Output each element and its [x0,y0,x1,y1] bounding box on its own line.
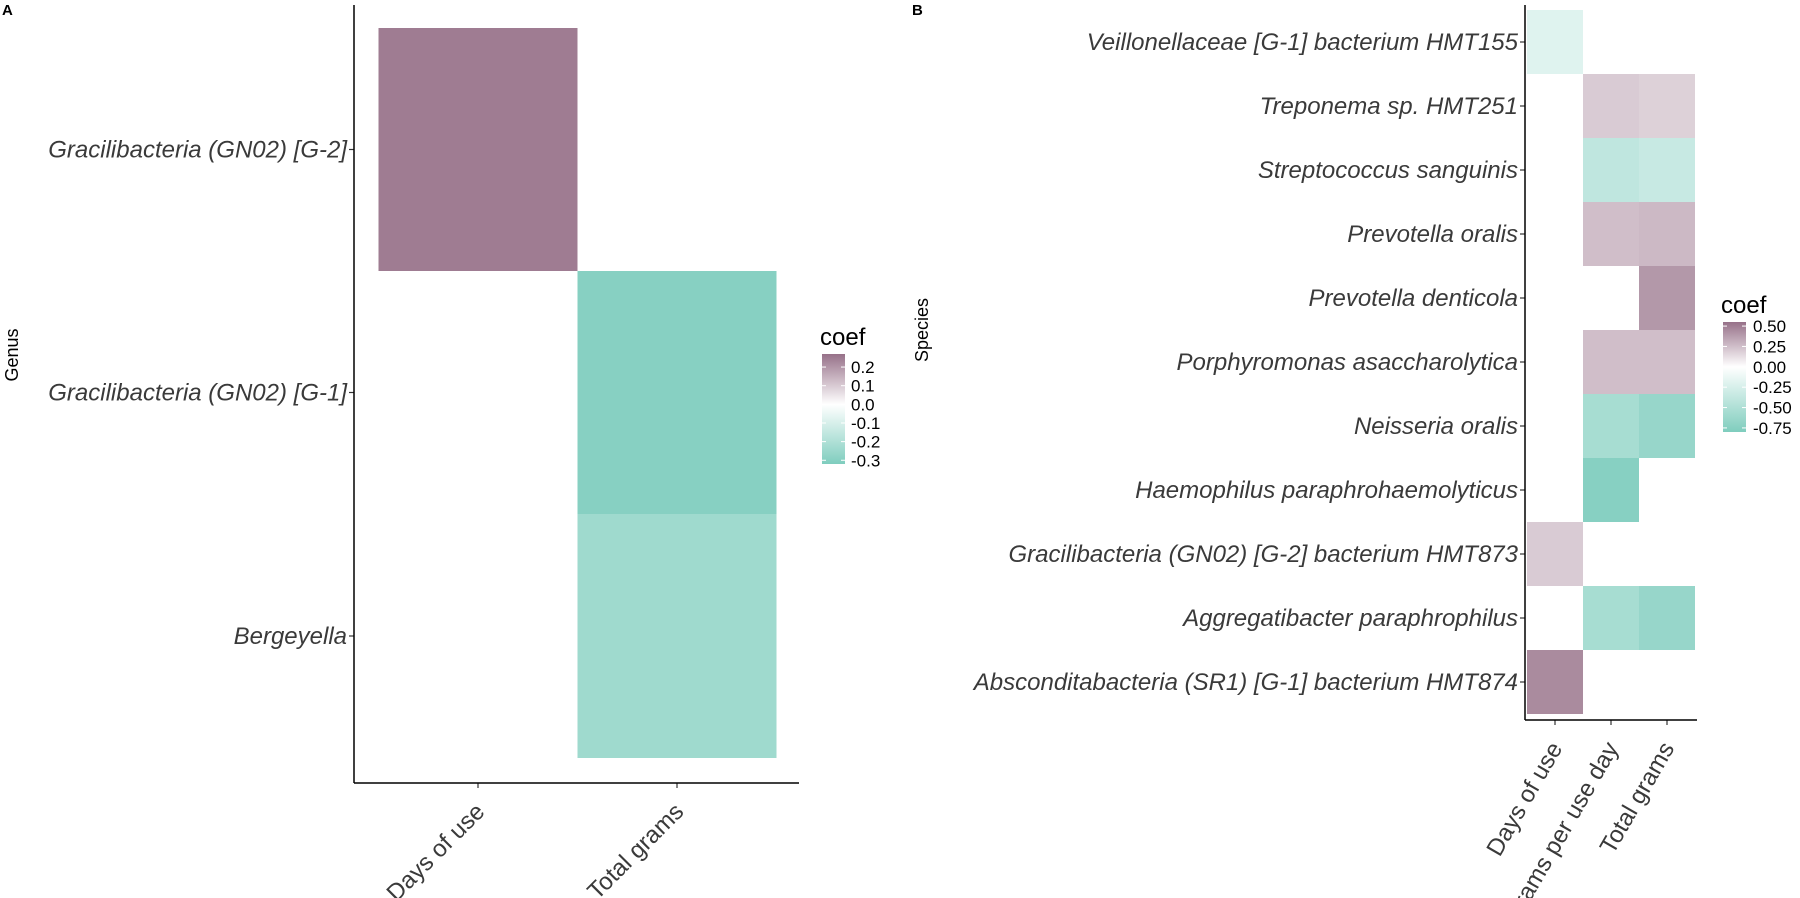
heatmap-cell-total-grams-bergeyella [577,514,777,758]
y-tick-label-haemophilus-paraphrohaemolyticus: Haemophilus paraphrohaemolyticus [1135,477,1518,504]
panel-b-y-ticks: Veillonellaceae [G-1] bacterium HMT155 Tr… [972,29,1525,696]
panel-b-label: B [912,2,923,19]
panel-a-y-ticks: Gracilibacteria (GN02) [G-2] Gracilibacte… [48,137,354,650]
legend-tick-label: 0.1 [851,377,875,396]
heatmap-cell-total-grams-streptococcus-sanguinis [1639,138,1695,202]
panel-a-legend-colorbar [822,354,845,464]
y-tick-label-gracilibacteria-gn02-g-2-bacterium-hmt873: Gracilibacteria (GN02) [G-2] bacterium H… [1009,541,1519,568]
heatmap-cell-grams-per-use-day-streptococcus-sanguinis [1583,138,1639,202]
legend-tick-label: -0.75 [1753,419,1792,438]
panel-a-y-axis-title: Genus [2,328,22,381]
y-tick-label-porphyromonas-asaccharolytica: Porphyromonas asaccharolytica [1177,349,1519,376]
heatmap-cell-total-grams-neisseria-oralis [1639,394,1695,458]
legend-tick-label: 0.2 [851,358,875,377]
heatmap-cell-total-grams-treponema-sp-hmt251 [1639,74,1695,138]
y-tick-label-gracilibacteria-gn02-g-2: Gracilibacteria (GN02) [G-2] [48,137,348,164]
x-tick-label-days-of-use: Days of use [382,798,491,898]
panel-a-cells [378,28,777,758]
heatmap-cell-days-of-use-gracilibacteria-gn02-g-2 [378,28,578,271]
heatmap-cell-grams-per-use-day-haemophilus-paraphrohaemolyticus [1583,458,1639,522]
y-tick-label-veillonellaceae-g-1-bacterium-hmt155: Veillonellaceae [G-1] bacterium HMT155 [1087,29,1519,56]
y-tick-label-streptococcus-sanguinis: Streptococcus sanguinis [1258,157,1518,184]
y-tick-label-aggregatibacter-paraphrophilus: Aggregatibacter paraphrophilus [1181,605,1518,632]
legend-tick-label: 0.00 [1753,358,1786,377]
legend-tick-label: 0.50 [1753,317,1786,336]
y-tick-label-prevotella-denticola: Prevotella denticola [1309,285,1518,312]
legend-tick-label: 0.25 [1753,337,1786,356]
panel-b-legend-title: coef [1721,292,1767,319]
heatmap-cell-grams-per-use-day-treponema-sp-hmt251 [1583,74,1639,138]
heatmap-cell-days-of-use-veillonellaceae-g-1-bacterium-hmt155 [1527,10,1583,74]
panel-a-legend: coef 0.20.10.0-0.1-0.2-0.3 [820,324,880,470]
panel-a: A Genus Gracilibacteria (GN02) [G-2]Grac… [2,2,880,898]
panel-a-legend-title: coef [820,324,866,351]
y-tick-label-treponema-sp-hmt251: Treponema sp. HMT251 [1260,93,1518,120]
panel-b-legend: coef 0.500.25 0.00-0.25 -0.50-0.75 [1721,292,1792,438]
legend-tick-label: -0.2 [851,433,880,452]
heatmap-cell-grams-per-use-day-aggregatibacter-paraphrophilus [1583,586,1639,650]
legend-tick-label: 0.0 [851,395,875,414]
heatmap-cell-total-grams-prevotella-denticola [1639,266,1695,330]
y-tick-label-absconditabacteria-sr1-g-1-bacterium-hmt874: Absconditabacteria (SR1) [G-1] bacterium… [972,669,1518,696]
x-tick-label-total-grams: Total grams [582,798,689,898]
panel-b: B Species Veillonellaceae [G-1] bacteriu… [912,2,1792,898]
heatmap-cell-grams-per-use-day-prevotella-oralis [1583,202,1639,266]
y-tick-label-bergeyella: Bergeyella [234,623,347,650]
legend-tick-label: -0.1 [851,414,880,433]
heatmap-cell-total-grams-porphyromonas-asaccharolytica [1639,330,1695,394]
panel-b-y-axis-title: Species [912,298,932,362]
heatmap-cell-total-grams-aggregatibacter-paraphrophilus [1639,586,1695,650]
heatmap-cell-total-grams-gracilibacteria-gn02-g-1 [577,271,777,514]
panel-a-label: A [2,2,13,19]
panel-b-legend-ticks: 0.500.25 0.00-0.25 -0.50-0.75 [1723,317,1792,438]
legend-tick-label: -0.50 [1753,399,1792,418]
legend-tick-label: -0.3 [851,451,880,470]
panel-a-legend-ticks: 0.20.10.0-0.1-0.2-0.3 [822,358,880,470]
heatmap-cell-days-of-use-absconditabacteria-sr1-g-1-bacterium-hmt874 [1527,650,1583,714]
heatmap-cell-total-grams-prevotella-oralis [1639,202,1695,266]
panel-b-legend-colorbar [1723,322,1746,432]
heatmap-cell-days-of-use-gracilibacteria-gn02-g-2-bacterium-hmt873 [1527,522,1583,586]
panel-b-cells [1527,10,1695,714]
y-tick-label-prevotella-oralis: Prevotella oralis [1347,221,1518,248]
y-tick-label-gracilibacteria-gn02-g-1: Gracilibacteria (GN02) [G-1] [48,380,348,407]
legend-tick-label: -0.25 [1753,378,1792,397]
y-tick-label-neisseria-oralis: Neisseria oralis [1354,413,1518,440]
heatmap-cell-grams-per-use-day-porphyromonas-asaccharolytica [1583,330,1639,394]
panel-a-x-ticks: Days of use Total grams [382,783,689,898]
heatmap-cell-grams-per-use-day-neisseria-oralis [1583,394,1639,458]
